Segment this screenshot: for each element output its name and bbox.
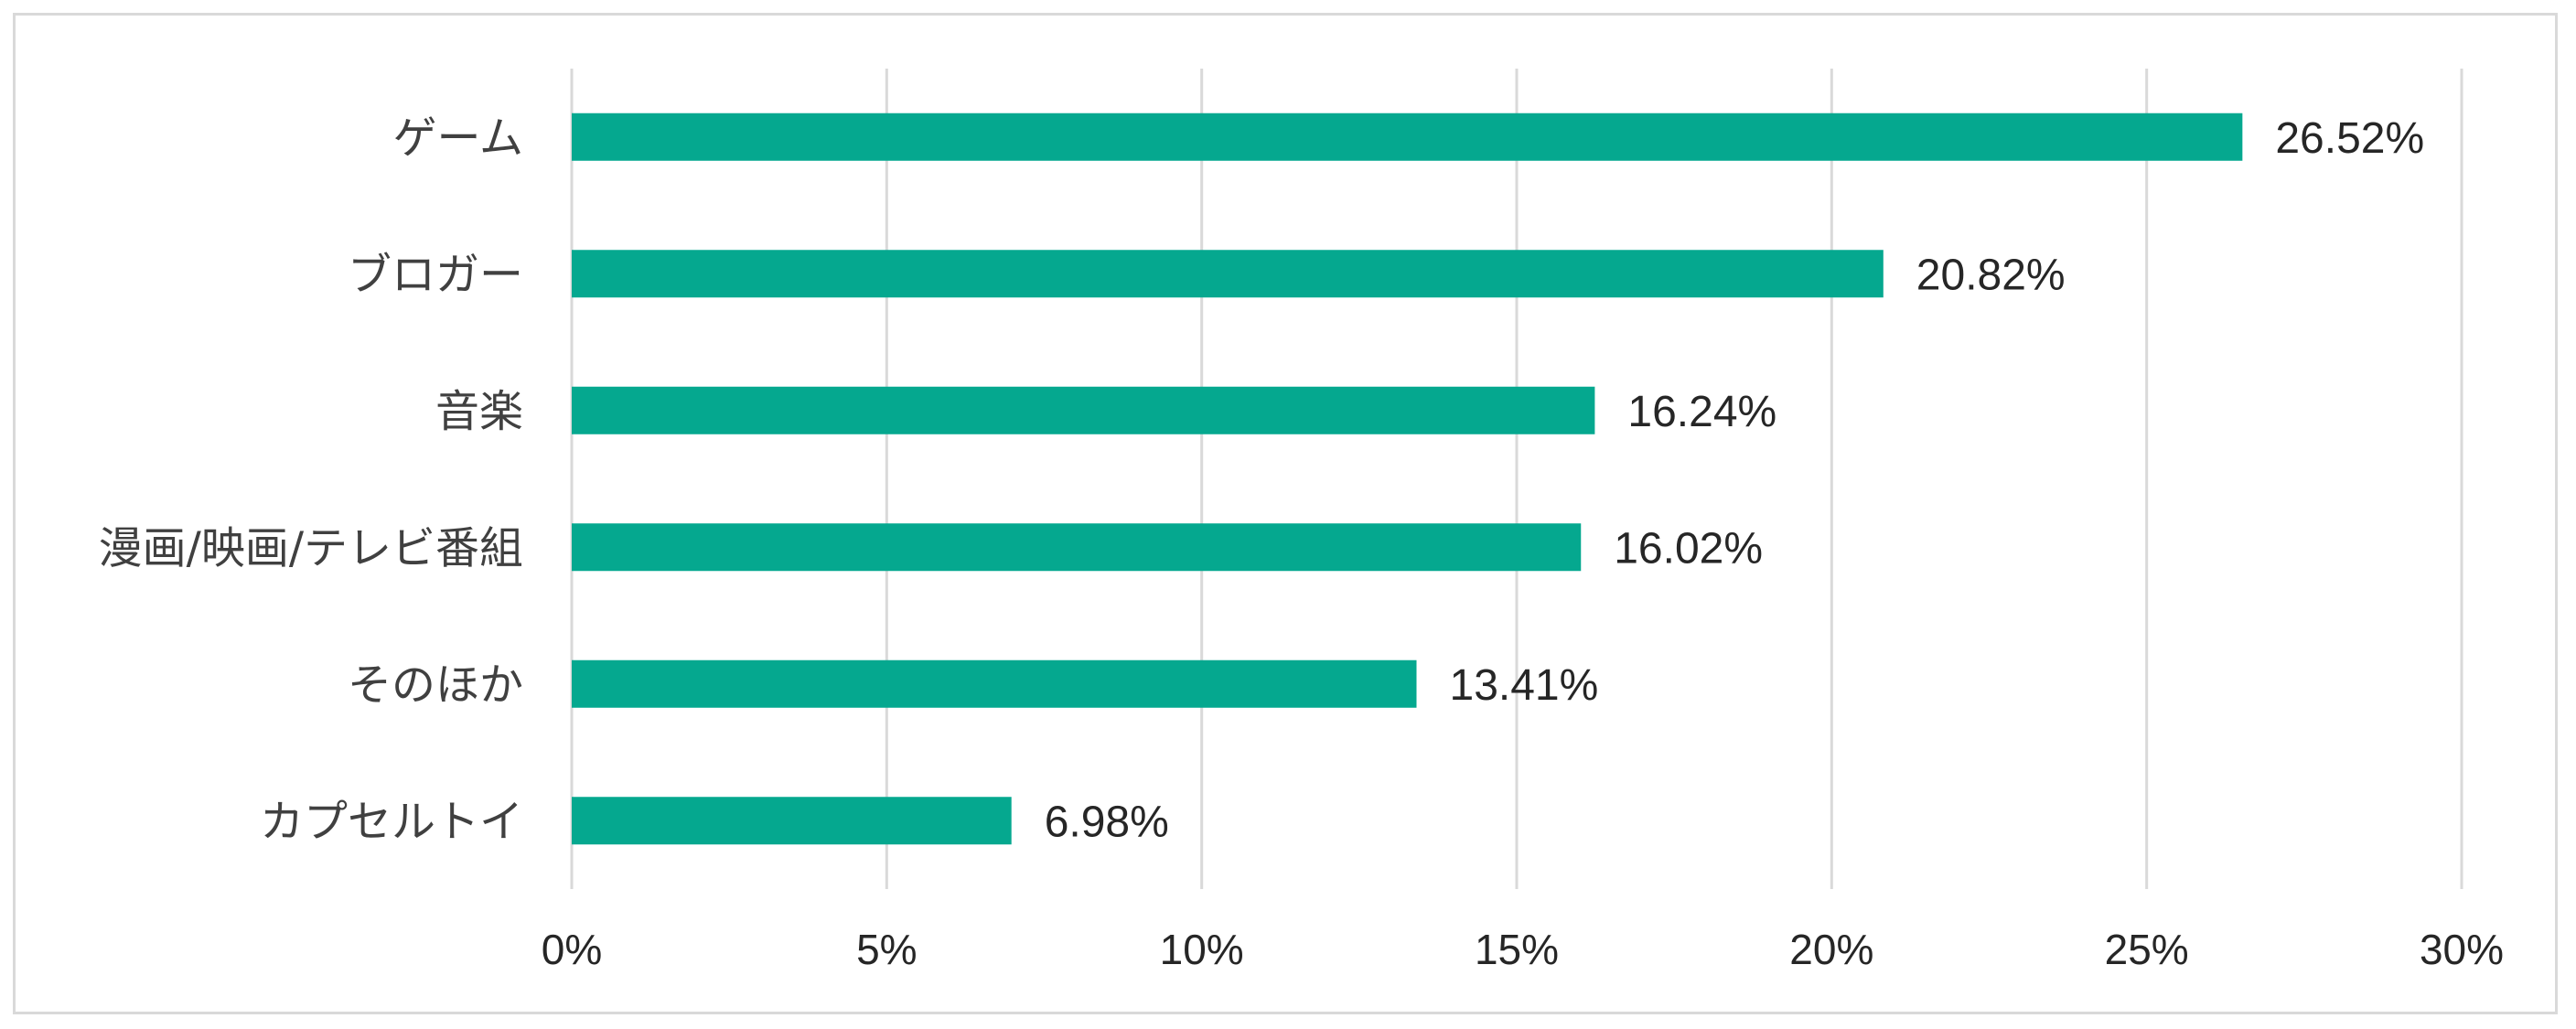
- category-label: カプセルトイ: [260, 796, 523, 847]
- category-label: ゲーム: [392, 113, 523, 164]
- bar: [572, 523, 1582, 572]
- x-tick-label: 25%: [2105, 926, 2189, 973]
- category-label: そのほか: [348, 659, 523, 711]
- data-label: 13.41%: [1450, 661, 1599, 710]
- data-label: 16.02%: [1614, 524, 1763, 573]
- x-tick-label: 30%: [2420, 926, 2504, 973]
- bar: [572, 386, 1595, 434]
- x-tick-label: 5%: [856, 926, 917, 973]
- label-layer: 0% 5% 10% 15% 20% 25% 30% ゲーム 26.52% ブロガー 20.82% 音楽…: [99, 113, 2504, 973]
- x-tick-label: 10%: [1160, 926, 1244, 973]
- bar: [572, 659, 1417, 708]
- x-tick-label: 15%: [1475, 926, 1559, 973]
- category-label: 音楽: [435, 386, 523, 437]
- bar-layer: [572, 113, 2243, 845]
- data-label: 16.24%: [1627, 388, 1776, 436]
- data-label: 26.52%: [2275, 114, 2424, 163]
- bar: [572, 797, 1012, 845]
- category-label: 漫画/映画/テレビ番組: [99, 522, 523, 573]
- x-tick-label: 0%: [542, 926, 602, 973]
- chart-frame: [13, 13, 2558, 1014]
- data-label: 6.98%: [1045, 798, 1169, 846]
- bar: [572, 250, 1884, 298]
- category-label: ブロガー: [348, 249, 523, 300]
- x-tick-label: 20%: [1789, 926, 1873, 973]
- grid-layer: [570, 69, 2463, 889]
- data-label: 20.82%: [1916, 251, 2066, 299]
- bar: [572, 113, 2243, 161]
